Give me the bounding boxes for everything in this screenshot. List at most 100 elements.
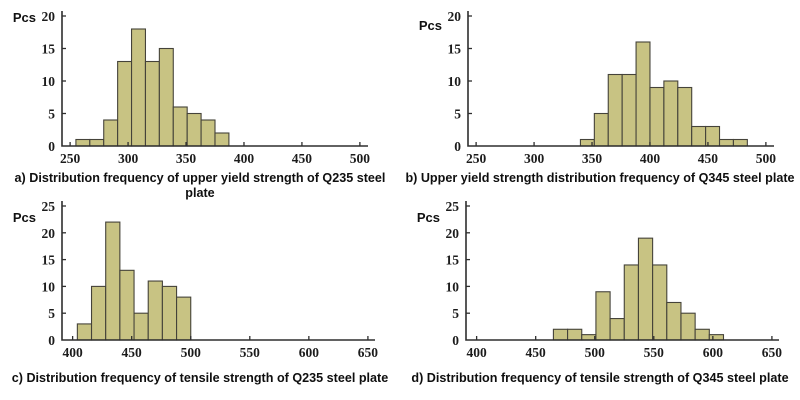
histogram-upper-yield-q345: 0 5 10 15 20 250 300 350 400 450 500 Pcs — [419, 9, 777, 166]
histogram-bar — [677, 86, 693, 147]
y-tick-label: 15 — [42, 42, 56, 57]
caption-c: c) Distribution frequency of tensile str… — [11, 371, 389, 385]
histogram-bar — [214, 132, 230, 147]
y-tick-label: 10 — [446, 279, 460, 294]
x-tick-label: 600 — [703, 345, 724, 360]
histogram-bar — [105, 221, 121, 341]
x-tick-label: 550 — [240, 345, 261, 360]
y-tick-label: 10 — [448, 74, 462, 89]
histogram-bar — [621, 73, 637, 147]
histogram-bar — [649, 86, 665, 147]
panel-d: 0 5 10 15 20 25 400 450 500 550 600 650 Pcs d) Distr… — [400, 194, 800, 400]
y-tick-label: 5 — [48, 306, 55, 321]
histogram-bar — [76, 323, 93, 341]
y-tick-label: 5 — [452, 306, 459, 321]
x-tick-label: 450 — [292, 151, 313, 166]
caption-b: b) Upper yield strength distribution fre… — [405, 171, 795, 185]
y-axis-unit-label: Pcs — [419, 18, 442, 33]
x-tick-label: 350 — [176, 151, 197, 166]
axes — [61, 11, 368, 147]
histogram-bar — [581, 334, 597, 341]
histogram-bar — [708, 334, 725, 341]
histogram-bar — [103, 119, 119, 147]
histogram-bar — [635, 41, 651, 147]
histogram-bar — [680, 312, 696, 341]
y-tick-label: 20 — [42, 226, 56, 241]
histogram-bar — [147, 280, 163, 341]
x-tick-label: 500 — [756, 151, 777, 166]
panel-b: 0 5 10 15 20 250 300 350 400 450 500 Pcs b) Upper y… — [400, 0, 800, 194]
x-tick-label: 500 — [585, 345, 606, 360]
y-tick-label: 10 — [42, 74, 56, 89]
x-tick-label: 650 — [358, 345, 379, 360]
y-tick-label: 20 — [42, 9, 56, 24]
histogram-bar — [144, 60, 160, 147]
caption-d: d) Distribution frequency of tensile str… — [411, 371, 789, 385]
panel-c: 0 5 10 15 20 25 400 450 500 550 600 650 Pcs c) Distr… — [0, 194, 400, 400]
y-tick-label: 15 — [446, 253, 460, 268]
y-axis-unit-label: Pcs — [13, 210, 36, 225]
histogram-bar — [623, 264, 639, 341]
x-tick-label: 400 — [234, 151, 255, 166]
y-tick-label: 25 — [42, 199, 56, 214]
x-tick-label: 300 — [524, 151, 545, 166]
y-tick-label: 0 — [454, 139, 461, 154]
x-tick-label: 500 — [350, 151, 371, 166]
y-tick-label: 20 — [448, 9, 462, 24]
histogram-bar — [161, 285, 178, 341]
histogram-bar — [176, 296, 192, 341]
x-tick-label: 650 — [762, 345, 783, 360]
histogram-tensile-q235: 0 5 10 15 20 25 400 450 500 550 600 650 Pcs — [13, 199, 379, 360]
histogram-bar — [200, 119, 216, 147]
histogram-bar — [90, 285, 107, 341]
x-tick-label: 450 — [526, 345, 547, 360]
histogram-bar — [663, 80, 679, 147]
x-tick-label: 250 — [60, 151, 81, 166]
x-tick-label: 400 — [467, 345, 488, 360]
y-tick-label: 20 — [446, 226, 460, 241]
axes — [61, 201, 375, 341]
histogram-bar — [119, 269, 135, 341]
y-tick-label: 15 — [448, 42, 462, 57]
histogram-bar — [691, 125, 707, 147]
x-tick-label: 250 — [466, 151, 487, 166]
histogram-bar — [607, 73, 623, 147]
histogram-bar — [552, 328, 569, 341]
histogram-bar — [75, 138, 91, 147]
histogram-upper-yield-q235: 0 5 10 15 20 250 300 350 400 450 500 Pcs — [13, 9, 371, 166]
histogram-bar — [130, 28, 147, 147]
histogram-bar — [694, 328, 710, 341]
y-tick-label: 0 — [48, 139, 55, 154]
histogram-bar — [666, 301, 682, 341]
histogram-bar — [172, 106, 188, 147]
x-tick-label: 400 — [640, 151, 661, 166]
x-tick-label: 300 — [118, 151, 139, 166]
histogram-bar — [637, 237, 654, 341]
y-axis-unit-label: Pcs — [13, 10, 36, 25]
x-tick-label: 450 — [698, 151, 719, 166]
y-tick-label: 10 — [42, 279, 56, 294]
x-tick-label: 550 — [644, 345, 665, 360]
histogram-bar — [133, 312, 149, 341]
panel-a: 0 5 10 15 20 250 300 350 400 450 500 Pcs a) Distrib… — [0, 0, 400, 200]
histogram-bar — [593, 112, 609, 147]
histogram-bar — [117, 60, 133, 147]
y-tick-label: 5 — [48, 107, 55, 122]
x-tick-label: 600 — [299, 345, 320, 360]
y-tick-label: 15 — [42, 253, 56, 268]
histogram-tensile-q345: 0 5 10 15 20 25 400 450 500 550 600 650 Pcs — [417, 199, 783, 360]
x-tick-label: 350 — [582, 151, 603, 166]
y-tick-label: 5 — [454, 107, 461, 122]
histogram-bar — [609, 318, 625, 341]
axes — [467, 11, 774, 147]
histogram-bar — [732, 138, 748, 147]
histogram-bar — [567, 328, 583, 341]
histogram-bar — [186, 112, 202, 147]
y-axis-unit-label: Pcs — [417, 210, 440, 225]
y-tick-label: 0 — [48, 333, 55, 348]
histogram-bar — [89, 138, 105, 147]
y-tick-label: 0 — [452, 333, 459, 348]
y-tick-label: 25 — [446, 199, 460, 214]
histogram-bar — [718, 138, 734, 147]
